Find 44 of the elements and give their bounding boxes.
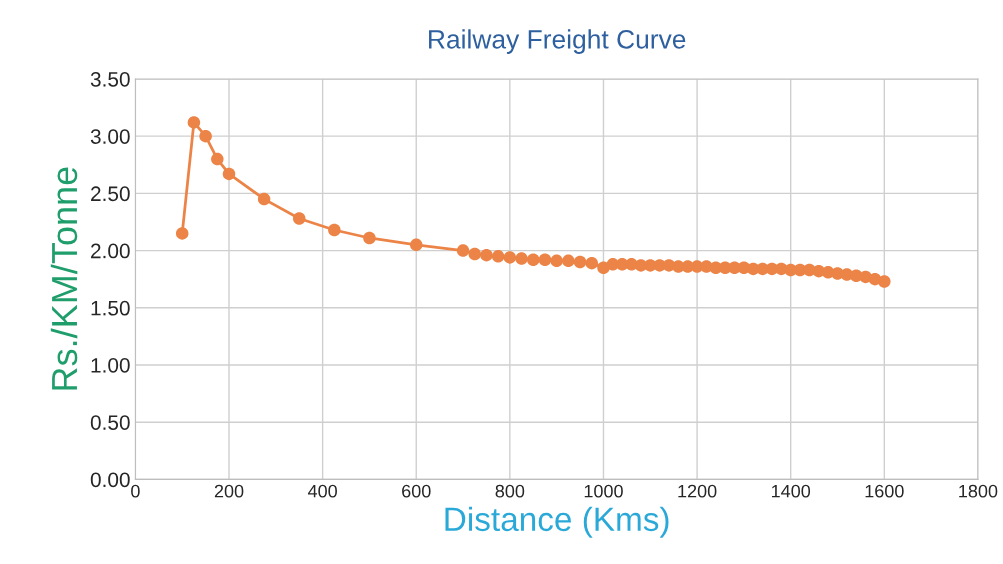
point xyxy=(222,167,236,181)
point xyxy=(363,231,376,245)
x-tick-label: 1000 xyxy=(584,484,623,498)
y-tick-label: 2.00 xyxy=(91,243,130,259)
point xyxy=(328,223,341,237)
x-tick-label: 400 xyxy=(307,484,337,498)
point xyxy=(187,116,201,129)
chart-title: Railway Freight Curve xyxy=(429,29,686,54)
y-tick-label: 3.00 xyxy=(90,129,130,144)
y-tick-label: 0.00 xyxy=(90,472,130,488)
x-tick-label: 1400 xyxy=(771,484,811,498)
y-tick-label: 1.50 xyxy=(91,300,130,316)
y-tick-label: 2.50 xyxy=(91,186,130,202)
y-tick-label: 3.50 xyxy=(90,71,130,87)
point xyxy=(562,254,575,268)
point xyxy=(573,255,587,269)
x-tick-label: 1800 xyxy=(959,484,998,498)
x-tick-label: 800 xyxy=(495,484,525,498)
y-axis-title: Rs./KM/Tonne xyxy=(50,167,78,390)
point xyxy=(503,251,517,264)
x-tick-label: 0 xyxy=(131,484,140,498)
point xyxy=(515,252,528,265)
point xyxy=(175,227,189,240)
x-axis-title: Distance (Kms) xyxy=(445,506,669,538)
point xyxy=(550,254,563,268)
point xyxy=(211,152,224,166)
x-tick-label: 200 xyxy=(214,484,244,498)
x-tick-label: 1200 xyxy=(678,484,717,498)
point xyxy=(409,238,423,252)
point xyxy=(468,247,481,261)
point xyxy=(292,212,306,225)
point xyxy=(480,248,493,262)
x-tick-label: 600 xyxy=(402,484,431,498)
y-tick-label: 0.50 xyxy=(90,415,130,430)
point xyxy=(257,192,271,206)
point xyxy=(878,275,891,288)
x-tick-label: 1600 xyxy=(865,484,904,498)
point xyxy=(199,129,212,143)
point xyxy=(538,253,552,266)
point xyxy=(585,256,599,270)
point xyxy=(491,250,505,263)
point xyxy=(456,244,470,257)
y-tick-label: 1.00 xyxy=(91,357,130,373)
point xyxy=(527,253,540,266)
